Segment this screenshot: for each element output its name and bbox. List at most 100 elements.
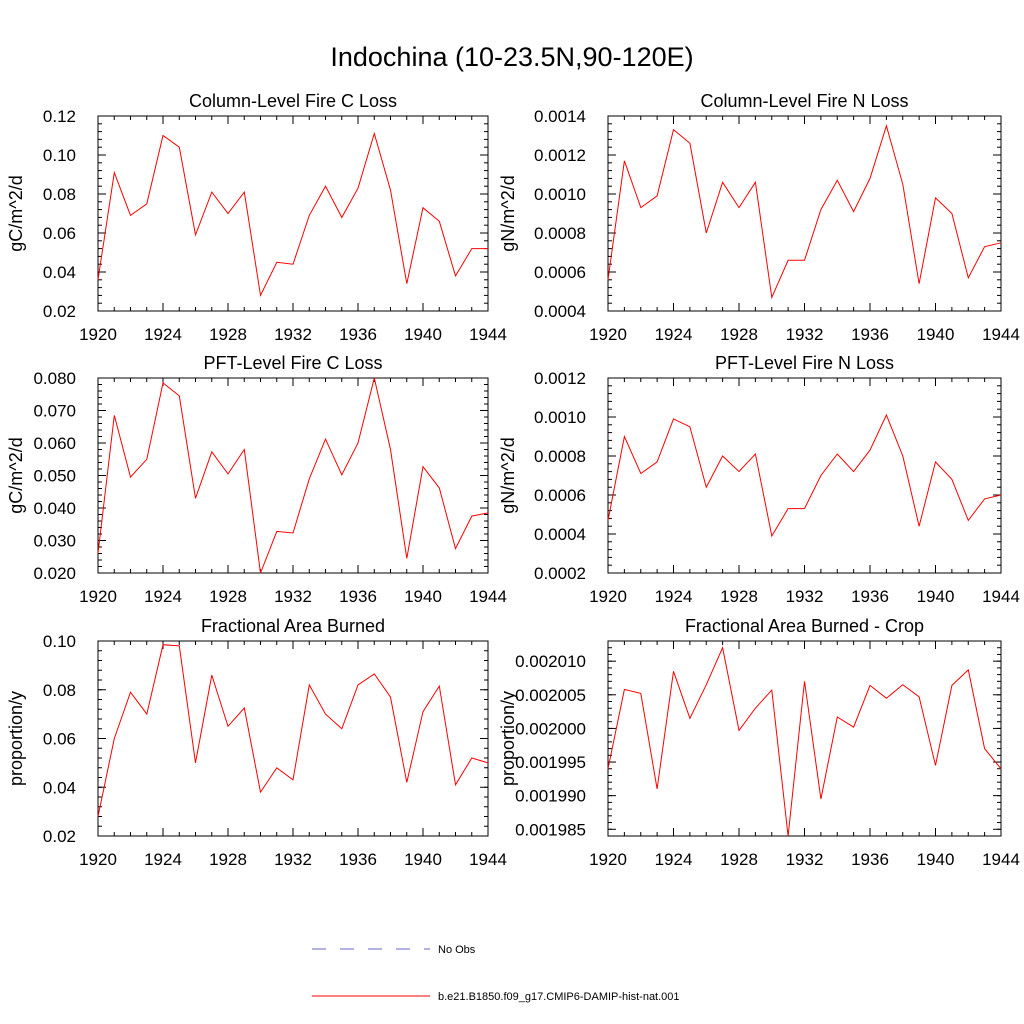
y-axis-label: proportion/y bbox=[6, 691, 26, 786]
y-tick-label: 0.12 bbox=[43, 107, 76, 126]
y-tick-label: 0.02 bbox=[43, 302, 76, 321]
panel-title: Column-Level Fire C Loss bbox=[189, 91, 397, 111]
x-tick-label: 1928 bbox=[720, 587, 758, 606]
y-tick-label: 0.02 bbox=[43, 827, 76, 846]
x-tick-label: 1924 bbox=[144, 325, 182, 344]
y-tick-label: 0.0006 bbox=[534, 263, 586, 282]
y-axis-label: gN/m^2/d bbox=[498, 175, 518, 251]
y-axis-label: gN/m^2/d bbox=[498, 437, 518, 513]
x-tick-label: 1920 bbox=[79, 587, 117, 606]
plot-frame bbox=[97, 640, 489, 837]
y-tick-label: 0.070 bbox=[33, 402, 76, 421]
y-tick-label: 0.0010 bbox=[534, 408, 586, 427]
x-tick-label: 1932 bbox=[274, 587, 312, 606]
legend-label-no-obs: No Obs bbox=[438, 944, 476, 956]
x-tick-label: 1920 bbox=[589, 587, 627, 606]
panel-4: 1920 1924 1928 1932 1936 1940 1944 0.0002 0.0004… bbox=[498, 353, 1020, 606]
x-tick-label: 1928 bbox=[720, 850, 758, 869]
panel-6: 1920 1924 1928 1932 1936 1940 1944 0.001985 0.00… bbox=[498, 616, 1020, 869]
plot-frame bbox=[607, 377, 1002, 574]
y-tick-label: 0.060 bbox=[33, 434, 76, 453]
y-axis-label: gC/m^2/d bbox=[6, 175, 26, 251]
x-tick-label: 1944 bbox=[982, 587, 1020, 606]
x-tick-label: 1920 bbox=[79, 325, 117, 344]
panel-2: 1920 1924 1928 1932 1936 1940 1944 0.0004 0.0006… bbox=[498, 91, 1020, 344]
legend-label-model: b.e21.B1850.f09_g17.CMIP6-DAMIP-hist-nat… bbox=[438, 991, 680, 1003]
y-tick-label: 0.0012 bbox=[534, 369, 586, 388]
y-tick-label: 0.08 bbox=[43, 185, 76, 204]
x-tick-label: 1944 bbox=[982, 325, 1020, 344]
y-tick-label: 0.0012 bbox=[534, 146, 586, 165]
y-tick-label: 0.002005 bbox=[515, 686, 586, 705]
series-line-1 bbox=[97, 377, 489, 574]
x-tick-label: 1940 bbox=[917, 850, 955, 869]
x-tick-label: 1924 bbox=[655, 587, 693, 606]
panels: 1920 1924 1928 1932 1936 1940 1944 0.02 0.04 0.06… bbox=[6, 91, 1020, 869]
series-line-1 bbox=[607, 646, 1002, 837]
panel-title: PFT-Level Fire N Loss bbox=[715, 353, 894, 373]
series-line-1 bbox=[97, 131, 488, 298]
x-tick-label: 1924 bbox=[144, 587, 182, 606]
y-tick-label: 0.08 bbox=[43, 681, 76, 700]
panel-5: 1920 1924 1928 1932 1936 1940 1944 0.02 0.04 0.06… bbox=[6, 616, 507, 869]
x-tick-label: 1936 bbox=[851, 325, 889, 344]
y-tick-label: 0.0014 bbox=[534, 107, 586, 126]
x-tick-label: 1928 bbox=[209, 325, 247, 344]
x-tick-label: 1940 bbox=[404, 325, 442, 344]
panel-1: 1920 1924 1928 1932 1936 1940 1944 0.02 0.04 0.06… bbox=[6, 91, 507, 344]
y-tick-label: 0.04 bbox=[43, 263, 76, 282]
x-tick-label: 1944 bbox=[469, 325, 507, 344]
y-tick-label: 0.002010 bbox=[515, 652, 586, 671]
panel-3: 1920 1924 1928 1932 1936 1940 1944 0.020 0.030 0.… bbox=[6, 353, 507, 606]
x-tick-label: 1944 bbox=[469, 850, 507, 869]
y-tick-label: 0.001995 bbox=[515, 753, 586, 772]
y-tick-label: 0.020 bbox=[33, 564, 76, 583]
y-axis-label: gC/m^2/d bbox=[6, 437, 26, 513]
x-tick-label: 1944 bbox=[982, 850, 1020, 869]
panel-title: PFT-Level Fire C Loss bbox=[203, 353, 382, 373]
x-tick-label: 1932 bbox=[786, 587, 824, 606]
x-tick-label: 1940 bbox=[404, 587, 442, 606]
x-tick-label: 1932 bbox=[786, 325, 824, 344]
y-tick-label: 0.001985 bbox=[515, 820, 586, 839]
x-tick-label: 1932 bbox=[274, 325, 312, 344]
y-tick-label: 0.050 bbox=[33, 467, 76, 486]
plot-frame bbox=[607, 115, 1002, 312]
y-tick-label: 0.0008 bbox=[534, 224, 586, 243]
y-tick-label: 0.06 bbox=[43, 730, 76, 749]
y-tick-label: 0.04 bbox=[43, 778, 76, 797]
x-tick-label: 1936 bbox=[339, 325, 377, 344]
x-tick-label: 1932 bbox=[274, 850, 312, 869]
y-tick-label: 0.080 bbox=[33, 369, 76, 388]
y-tick-label: 0.0006 bbox=[534, 486, 586, 505]
figure-title: Indochina (10-23.5N,90-120E) bbox=[330, 42, 693, 72]
x-tick-label: 1940 bbox=[404, 850, 442, 869]
y-tick-label: 0.040 bbox=[33, 499, 76, 518]
y-tick-label: 0.0004 bbox=[534, 525, 586, 544]
y-tick-label: 0.10 bbox=[43, 146, 76, 165]
plot-frame bbox=[607, 640, 1002, 837]
x-tick-label: 1928 bbox=[209, 587, 247, 606]
panel-title: Fractional Area Burned - Crop bbox=[685, 616, 924, 636]
x-tick-label: 1936 bbox=[851, 587, 889, 606]
panel-title: Column-Level Fire N Loss bbox=[700, 91, 908, 111]
x-tick-label: 1924 bbox=[144, 850, 182, 869]
y-tick-label: 0.0008 bbox=[534, 447, 586, 466]
series-line-1 bbox=[607, 124, 1002, 300]
y-tick-label: 0.10 bbox=[43, 632, 76, 651]
x-tick-label: 1924 bbox=[655, 850, 693, 869]
y-tick-label: 0.0004 bbox=[534, 302, 586, 321]
y-tick-label: 0.030 bbox=[33, 532, 76, 551]
y-tick-label: 0.0002 bbox=[534, 564, 586, 583]
y-tick-label: 0.002000 bbox=[515, 719, 586, 738]
legend: No Obs b.e21.B1850.f09_g17.CMIP6-DAMIP-h… bbox=[312, 944, 680, 1003]
series-line-1 bbox=[607, 413, 1002, 538]
x-tick-label: 1920 bbox=[79, 850, 117, 869]
x-tick-label: 1936 bbox=[339, 850, 377, 869]
x-tick-label: 1936 bbox=[851, 850, 889, 869]
x-tick-label: 1928 bbox=[720, 325, 758, 344]
x-tick-label: 1928 bbox=[209, 850, 247, 869]
x-tick-label: 1932 bbox=[786, 850, 824, 869]
x-tick-label: 1920 bbox=[589, 850, 627, 869]
